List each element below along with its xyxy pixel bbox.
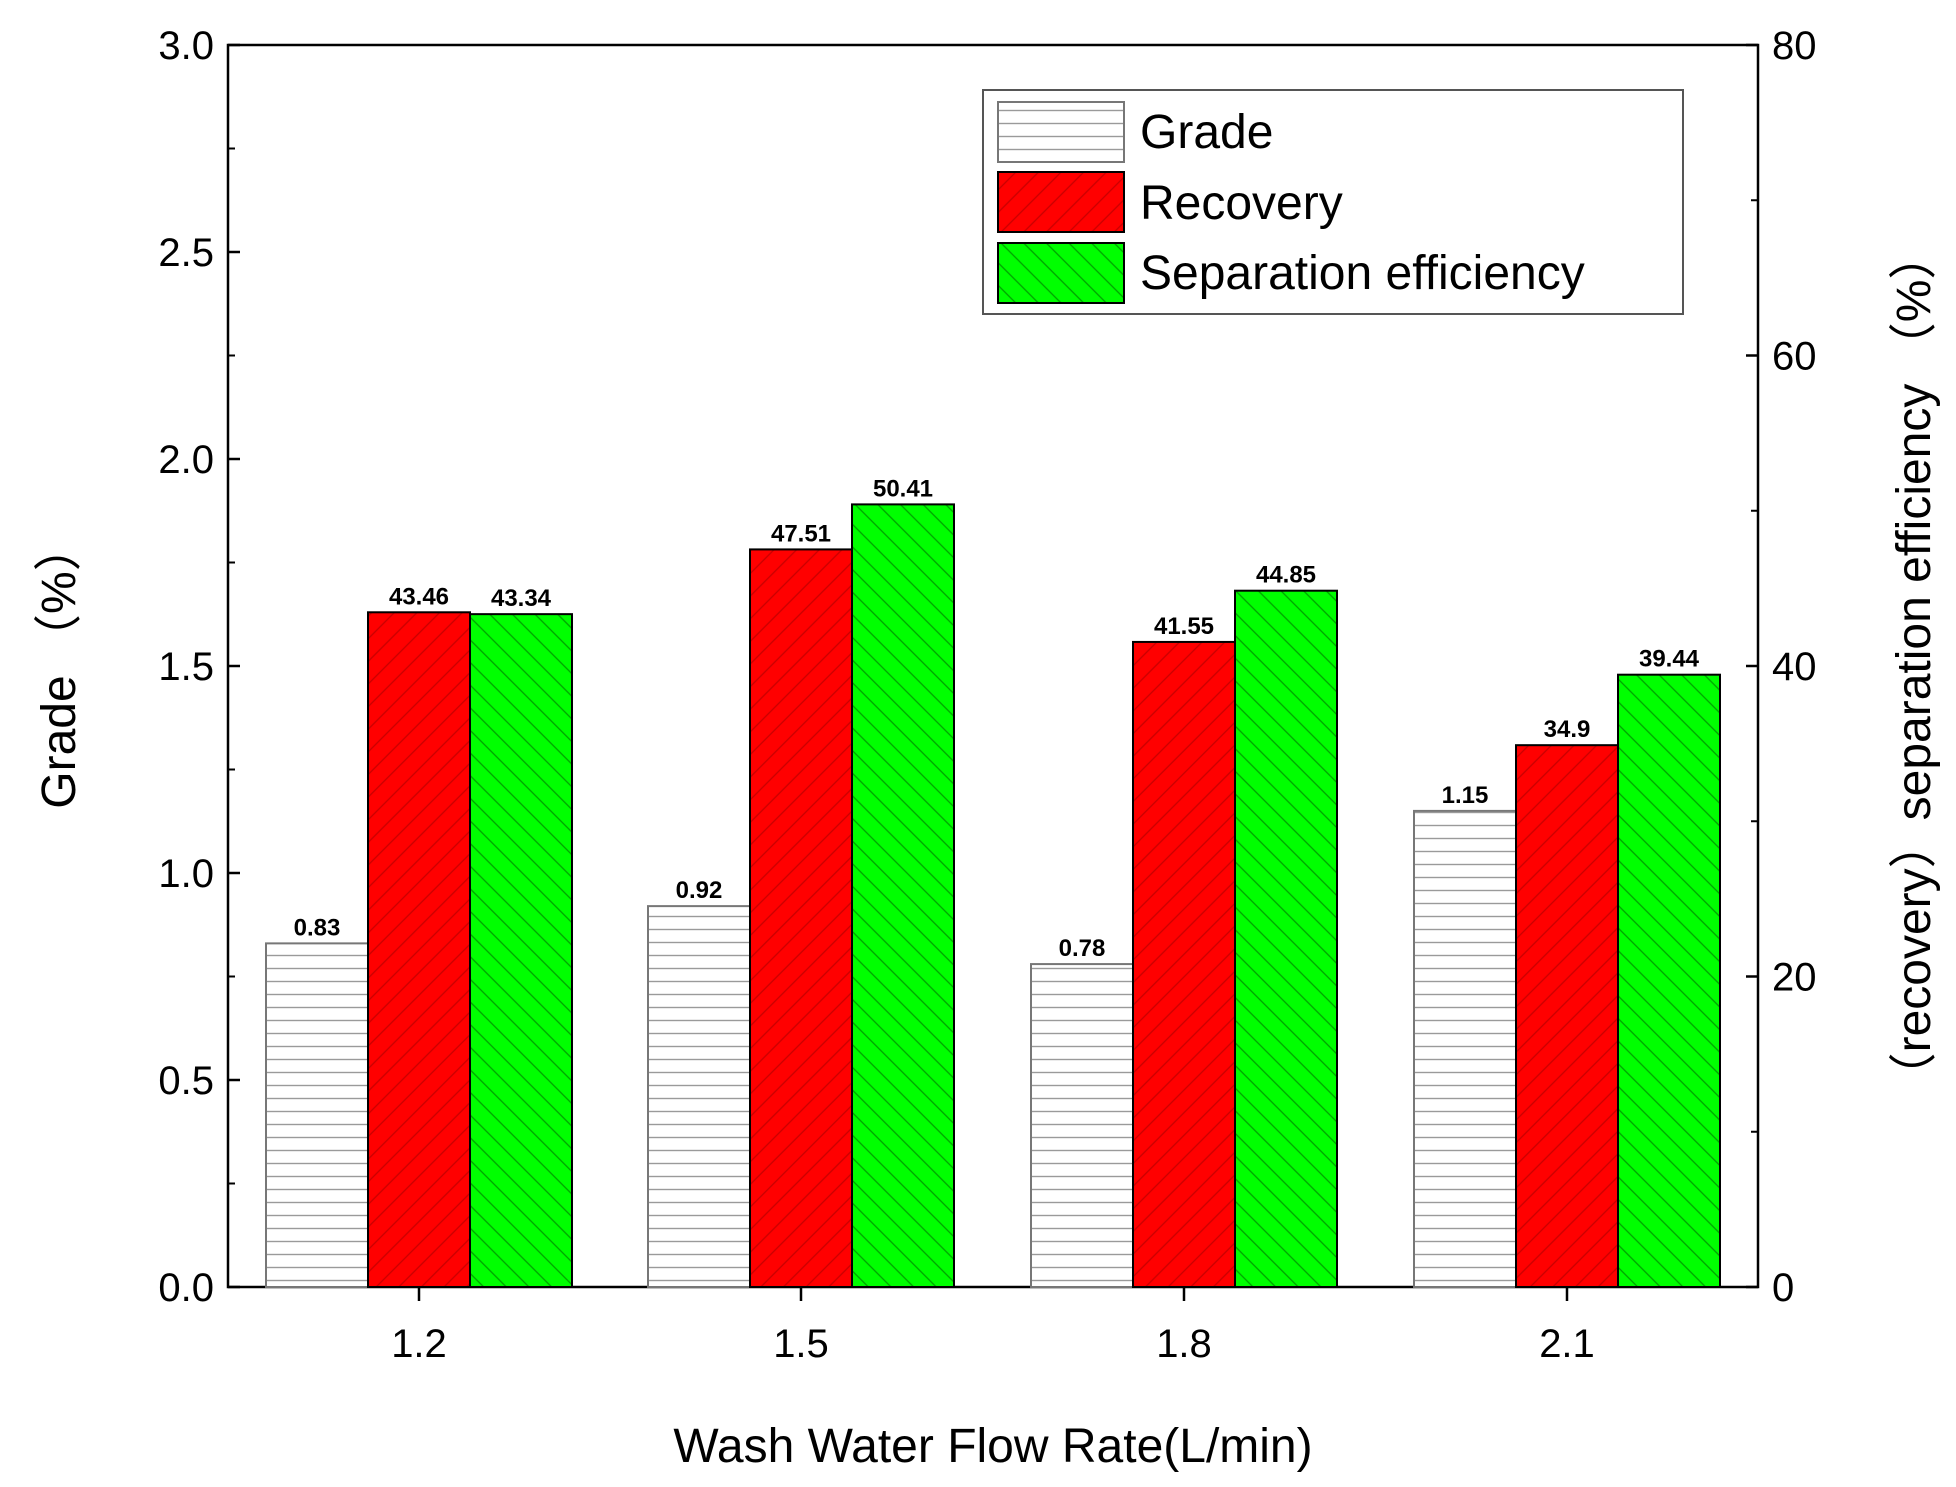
x-tick-label: 1.5: [773, 1322, 829, 1366]
bar-grade-1.8: [1030, 963, 1134, 1289]
left-tick-label: 1.5: [158, 645, 214, 689]
right-axis-ticks: 0 20 40 60 80: [1746, 24, 1817, 1310]
left-tick-label: 2.0: [158, 438, 214, 482]
data-label-recovery-1.5: 47.51: [771, 520, 831, 547]
right-axis-title: （recovery）separation efficiency （%）: [1888, 232, 1941, 1101]
right-tick-label: 60: [1772, 335, 1817, 379]
left-tick-label: 0.5: [158, 1059, 214, 1103]
data-label-recovery-1.8: 41.55: [1154, 613, 1214, 640]
legend-label-recovery: Recovery: [1140, 177, 1343, 230]
data-label-separation-1.8: 44.85: [1256, 562, 1316, 589]
bar-recovery-1.2: [367, 611, 471, 1288]
legend-swatch-recovery: [997, 171, 1125, 233]
bar-labels-group: 0.83 43.46 43.34 0.92 47.51 50.41 0.78 41.55 44.…: [294, 475, 1700, 962]
data-label-recovery-1.2: 43.46: [389, 583, 449, 610]
legend-label-grade: Grade: [1140, 106, 1273, 159]
data-label-recovery-2.1: 34.9: [1544, 716, 1591, 743]
legend-swatch-separation: [997, 242, 1125, 304]
bar-recovery-1.5: [749, 548, 853, 1288]
left-tick-label: 3.0: [158, 24, 214, 68]
data-label-grade-1.5: 0.92: [676, 877, 723, 904]
bar-recovery-1.8: [1132, 640, 1236, 1288]
right-tick-label: 80: [1772, 24, 1817, 68]
data-label-separation-1.2: 43.34: [491, 585, 552, 612]
left-tick-label: 2.5: [158, 231, 214, 275]
x-tick-label: 1.2: [391, 1322, 447, 1366]
bar-separation-1.8: [1234, 589, 1338, 1288]
legend: Grade Recovery Separation efficiency: [982, 89, 1684, 315]
left-axis-title: Grade （%）: [33, 523, 86, 808]
data-label-grade-2.1: 1.15: [1442, 782, 1489, 809]
legend-swatch-grade: [997, 101, 1125, 163]
bar-grade-2.1: [1413, 809, 1517, 1289]
left-tick-label: 0.0: [158, 1266, 214, 1310]
bar-separation-1.5: [851, 503, 955, 1288]
bar-grade-1.5: [647, 905, 751, 1288]
x-axis-title: Wash Water Flow Rate(L/min): [673, 1420, 1312, 1473]
x-tick-label: 1.8: [1156, 1322, 1212, 1366]
data-label-separation-1.5: 50.41: [873, 475, 933, 502]
data-label-separation-2.1: 39.44: [1639, 646, 1700, 673]
right-tick-label: 20: [1772, 956, 1817, 1000]
data-label-grade-1.8: 0.78: [1059, 935, 1106, 962]
legend-label-separation: Separation efficiency: [1140, 247, 1585, 300]
x-tick-label: 2.1: [1539, 1322, 1595, 1366]
data-label-grade-1.2: 0.83: [294, 914, 341, 941]
left-tick-label: 1.0: [158, 852, 214, 896]
bar-separation-1.2: [469, 613, 573, 1288]
right-tick-label: 0: [1772, 1266, 1794, 1310]
left-axis-ticks: 0.0 0.5 1.0 1.5 2.0 2.5 3.0: [158, 24, 240, 1310]
bar-recovery-2.1: [1515, 744, 1619, 1288]
bar-separation-2.1: [1617, 673, 1721, 1288]
bar-grade-1.2: [265, 942, 369, 1288]
right-tick-label: 40: [1772, 645, 1817, 689]
bars-group: [265, 503, 1721, 1289]
x-axis-ticks: 1.2 1.5 1.8 2.1: [391, 1287, 1595, 1366]
